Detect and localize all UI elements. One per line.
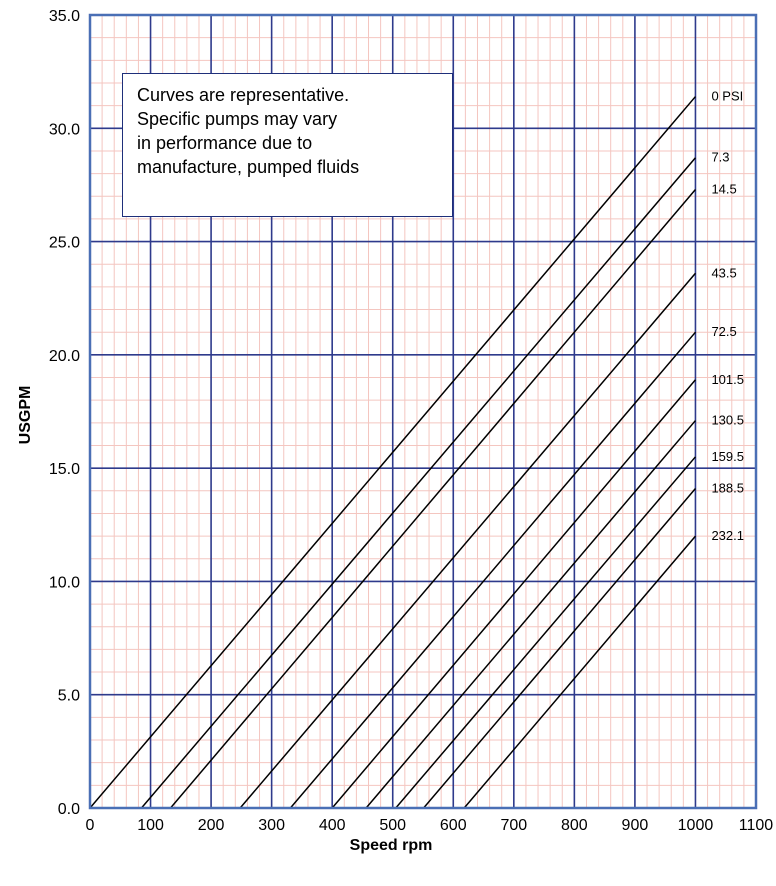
curve-line xyxy=(395,456,697,809)
y-tick-label: 5.0 xyxy=(58,688,80,705)
curve-label: 101.5 xyxy=(711,372,744,387)
curve-line xyxy=(239,272,697,809)
x-tick-label: 400 xyxy=(319,817,346,834)
y-tick-label: 30.0 xyxy=(49,121,80,138)
x-tick-label: 600 xyxy=(440,817,467,834)
curve-label: 72.5 xyxy=(711,324,736,339)
x-tick-label: 800 xyxy=(561,817,588,834)
curve-label: 159.5 xyxy=(711,449,744,464)
annotation-line: in performance due to xyxy=(137,133,313,153)
y-tick-label: 0.0 xyxy=(58,801,80,818)
y-axis-title: USGPM xyxy=(17,386,34,445)
y-tick-label: 25.0 xyxy=(49,235,80,252)
curve-line xyxy=(423,488,697,809)
x-tick-label: 900 xyxy=(622,817,649,834)
x-axis-title: Speed rpm xyxy=(350,837,433,854)
y-tick-label: 15.0 xyxy=(49,461,80,478)
x-tick-label: 300 xyxy=(258,817,285,834)
annotation-line: Curves are representative. xyxy=(137,85,350,105)
annotation-line: Specific pumps may vary xyxy=(137,109,338,129)
annotation-box: Curves are representative. Specific pump… xyxy=(122,73,453,217)
curve-label: 130.5 xyxy=(711,413,744,428)
x-tick-label: 0 xyxy=(86,817,95,834)
curve-line xyxy=(140,157,697,809)
plot-frame xyxy=(88,13,758,810)
curve-line xyxy=(289,331,697,809)
x-tick-label: 1000 xyxy=(678,817,714,834)
x-tick-label: 100 xyxy=(137,817,164,834)
curve-line xyxy=(463,535,697,809)
y-tick-label: 20.0 xyxy=(49,348,80,365)
x-tick-label: 500 xyxy=(379,817,406,834)
x-tick-label: 200 xyxy=(198,817,225,834)
curves xyxy=(89,96,697,809)
curve-label: 14.5 xyxy=(711,181,736,196)
annotation-line: manufacture, pumped fluids xyxy=(137,157,360,177)
curve-line xyxy=(89,96,697,809)
curve-labels: 0 PSI 7.3 14.5 43.5 72.5 101.5 130.5 159.5 188.5… xyxy=(711,89,744,544)
curve-label: 0 PSI xyxy=(711,89,743,104)
curve-line xyxy=(169,188,697,809)
curve-label: 43.5 xyxy=(711,265,736,280)
x-tick-label: 700 xyxy=(500,817,527,834)
y-tick-label: 10.0 xyxy=(49,574,80,591)
x-tick-labels: 0 100 200 300 400 500 600 700 800 900 1000 1100 xyxy=(86,817,774,834)
curve-line xyxy=(331,379,697,809)
y-tick-label: 35.0 xyxy=(49,8,80,25)
curve-label: 7.3 xyxy=(711,150,729,165)
curve-label: 232.1 xyxy=(711,528,744,543)
curve-label: 188.5 xyxy=(711,481,744,496)
y-tick-labels: 0.0 5.0 10.0 15.0 20.0 25.0 30.0 35.0 xyxy=(49,8,80,818)
curve-line xyxy=(365,420,697,809)
x-tick-label: 1100 xyxy=(739,817,774,834)
